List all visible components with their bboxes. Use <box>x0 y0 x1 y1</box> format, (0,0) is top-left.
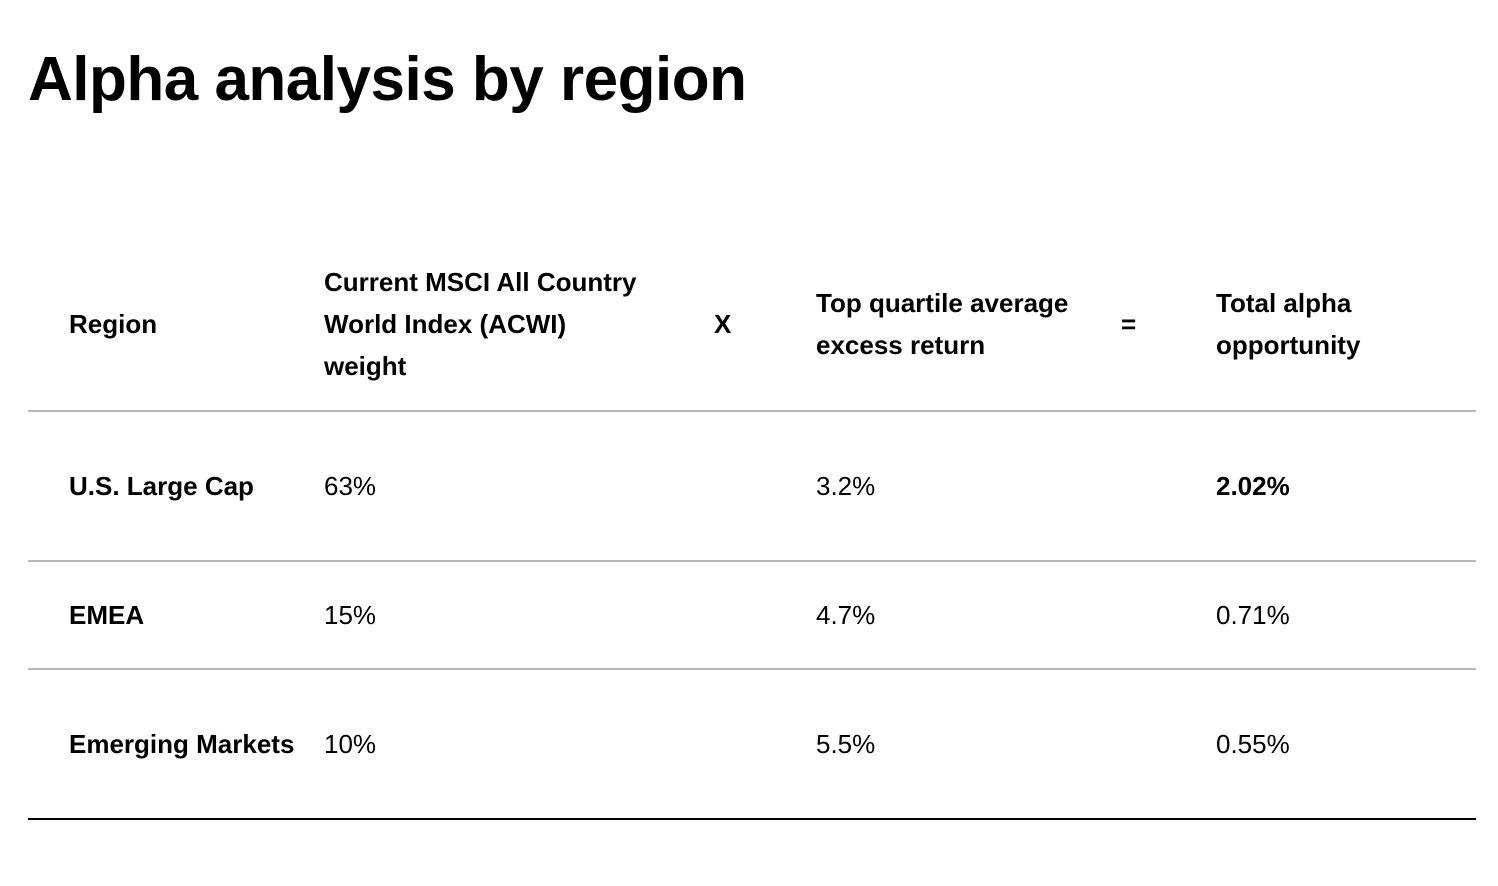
header-acwi-weight: Current MSCI All Country World Index (AC… <box>324 267 637 381</box>
table-row: U.S. Large Cap 63% 3.2% 2.02% <box>28 412 1476 562</box>
weight-cell: 10% <box>324 729 377 759</box>
weight-cell: 15% <box>324 600 377 630</box>
header-equals-operator: = <box>1121 309 1137 339</box>
header-multiply-operator: X <box>714 309 732 339</box>
table-header-row: Region Current MSCI All Country World In… <box>28 238 1476 412</box>
header-total-alpha: Total alpha opportunity <box>1216 288 1361 360</box>
table-row: Emerging Markets 10% 5.5% 0.55% <box>28 670 1476 820</box>
table-row: EMEA 15% 4.7% 0.71% <box>28 562 1476 670</box>
excess-return-cell: 5.5% <box>816 729 876 759</box>
excess-return-cell: 4.7% <box>816 600 876 630</box>
excess-return-cell: 3.2% <box>816 471 876 501</box>
header-region: Region <box>69 309 158 339</box>
region-cell: U.S. Large Cap <box>69 471 254 501</box>
total-alpha-cell: 0.55% <box>1216 729 1290 759</box>
region-cell: Emerging Markets <box>69 729 295 759</box>
page-title: Alpha analysis by region <box>28 45 747 114</box>
alpha-table: Region Current MSCI All Country World In… <box>28 238 1476 820</box>
total-alpha-cell: 0.71% <box>1216 600 1290 630</box>
total-alpha-cell: 2.02% <box>1216 471 1290 501</box>
header-excess-return: Top quartile average excess return <box>816 288 1069 360</box>
weight-cell: 63% <box>324 471 377 501</box>
region-cell: EMEA <box>69 600 145 630</box>
